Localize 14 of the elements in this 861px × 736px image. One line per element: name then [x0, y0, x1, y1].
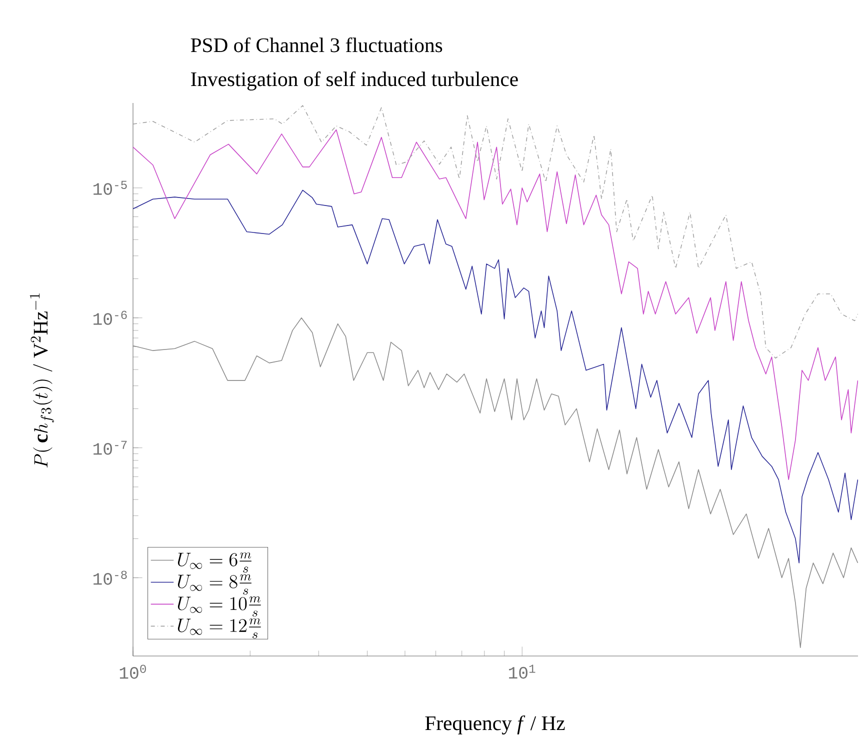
legend-label: $U_\infty = 12\frac{m}{s}$ — [178, 618, 261, 639]
chart-subtitle: Investigation of self induced turbulence — [191, 71, 518, 90]
chart-title: PSD of Channel 3 fluctuations — [190, 37, 442, 52]
y-tick-label: 10$^{-7}$ — [94, 440, 127, 455]
y-tick-label: 10$^{-6}$ — [94, 310, 127, 325]
x-tick-label: 10$^{0}$ — [120, 664, 146, 679]
legend-label: $U_\infty = 10\frac{m}{s}$ — [178, 596, 261, 617]
legend-label: $U_\infty = 8\frac{m}{s}$ — [178, 574, 252, 595]
y-tick-label: 10$^{-8}$ — [94, 570, 127, 585]
x-tick-label: 10$^{1}$ — [508, 664, 536, 679]
x-axis-title: Frequency f / Hz — [425, 715, 565, 734]
y-tick-label: 10$^{-5}$ — [94, 180, 127, 195]
legend-label: $U_\infty = 6\frac{m}{s}$ — [178, 552, 252, 573]
y-axis-title: $P(\,\mathbf{c}h_{f3}(t))\ /\ \mathrm{V}^2\mathrm{Hz}^{-1}$ — [30, 294, 54, 468]
